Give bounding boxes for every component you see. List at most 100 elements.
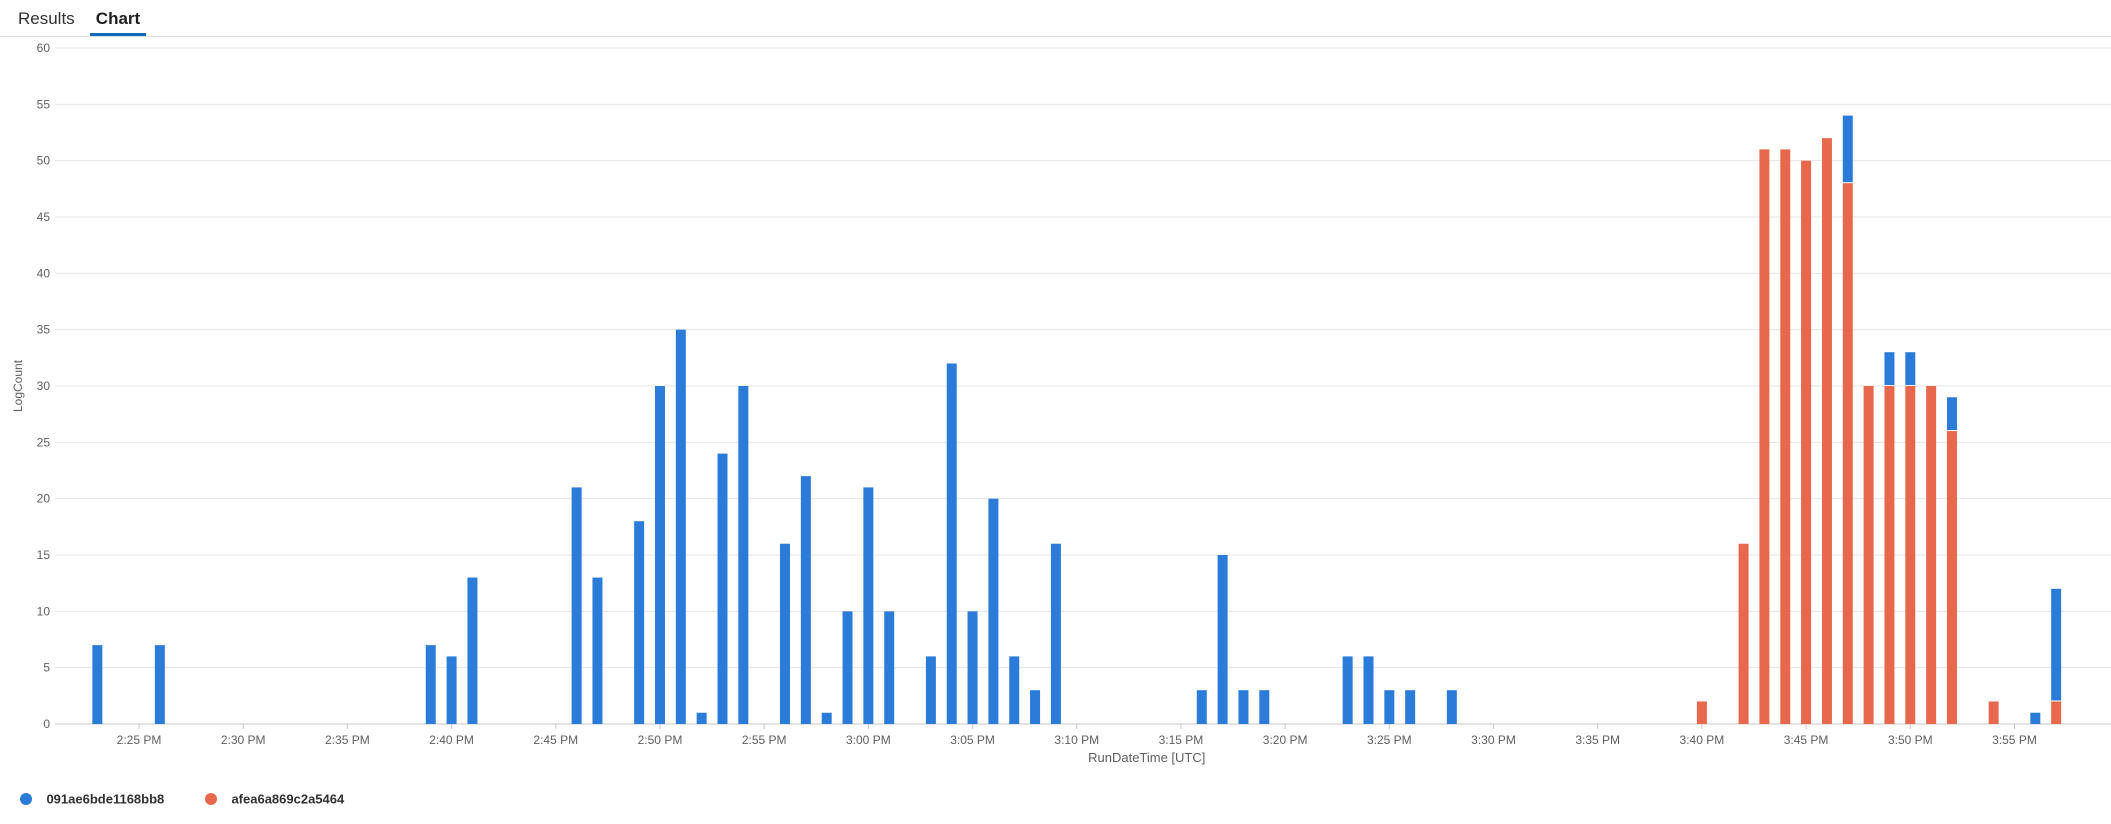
bar-series-1[interactable]: [821, 712, 832, 724]
bar-series-1[interactable]: [592, 577, 603, 724]
bar-series-1[interactable]: [1446, 690, 1457, 724]
bar-series-1[interactable]: [780, 543, 791, 724]
y-tick-label: 45: [37, 210, 51, 224]
x-axis-ticks: 2:25 PM 2:30 PM 2:35 PM 2:40 PM 2:45 PM 2:50 …: [117, 724, 2037, 747]
bar-series-2[interactable]: [1821, 138, 1832, 725]
bar-series-1[interactable]: [2030, 712, 2041, 724]
bar-series-1[interactable]: [92, 645, 103, 724]
bar-series-1[interactable]: [1905, 352, 1916, 385]
x-tick-label: 2:55 PM: [742, 733, 787, 747]
x-axis-title: RunDateTime [UTC]: [1088, 750, 1205, 765]
bar-series-1[interactable]: [696, 712, 707, 724]
x-tick-label: 3:35 PM: [1575, 733, 1620, 747]
y-tick-label: 60: [37, 41, 51, 55]
bar-series-2[interactable]: [1738, 543, 1749, 724]
x-tick-label: 3:05 PM: [950, 733, 995, 747]
bar-series-1[interactable]: [1363, 656, 1374, 724]
bar-series-1[interactable]: [884, 611, 895, 724]
bar-series-1[interactable]: [154, 645, 165, 724]
bar-series-1[interactable]: [634, 521, 645, 724]
bar-series-2[interactable]: [1988, 701, 1999, 724]
y-axis-ticks: 0 5 10 15 20 25 30 35 40 45 50 55 60: [37, 41, 51, 731]
y-tick-label: 10: [37, 604, 51, 618]
bar-series-1[interactable]: [654, 386, 665, 724]
bar-series-1[interactable]: [425, 645, 436, 724]
y-tick-label: 15: [37, 548, 51, 562]
bar-series-1[interactable]: [1342, 656, 1353, 724]
bar-series-2[interactable]: [1780, 149, 1791, 724]
bar-series-2[interactable]: [1884, 386, 1895, 724]
y-tick-label: 50: [37, 154, 51, 168]
bar-series-1[interactable]: [988, 498, 999, 724]
bar-series-2[interactable]: [1759, 149, 1770, 724]
bar-series-1[interactable]: [842, 611, 853, 724]
bar-series-1[interactable]: [571, 487, 582, 724]
bar-series-1[interactable]: [675, 329, 686, 724]
bar-series-1[interactable]: [446, 656, 457, 724]
x-tick-label: 2:35 PM: [325, 733, 370, 747]
legend-marker-series-1: [20, 792, 32, 805]
y-axis-title: LogCount: [11, 359, 25, 412]
bar-series-2[interactable]: [1801, 160, 1812, 725]
bar-series-1[interactable]: [1009, 656, 1020, 724]
x-tick-label: 3:00 PM: [846, 733, 891, 747]
bar-series-1[interactable]: [1259, 690, 1270, 724]
bar-series-1[interactable]: [863, 487, 874, 724]
bar-series-1[interactable]: [1884, 352, 1895, 385]
bar-series-1[interactable]: [717, 453, 728, 724]
y-tick-label: 5: [43, 661, 50, 675]
bar-series-1[interactable]: [1196, 690, 1207, 724]
legend-item-series-1[interactable]: 091ae6bde1168bb8: [20, 790, 164, 808]
bar-series-2[interactable]: [1842, 183, 1853, 724]
legend-label-series-1: 091ae6bde1168bb8: [46, 791, 165, 807]
active-tab-indicator: [90, 33, 146, 36]
y-tick-label: 40: [37, 266, 51, 280]
legend-label-series-2: afea6a869c2a5464: [231, 791, 345, 807]
bar-series-1[interactable]: [967, 611, 978, 724]
y-tick-label: 25: [37, 435, 51, 449]
bar-series-2[interactable]: [1863, 386, 1874, 724]
x-tick-label: 2:50 PM: [638, 733, 683, 747]
bar-series-1[interactable]: [800, 476, 811, 724]
bar-series-2[interactable]: [1946, 431, 1957, 724]
bar-series-1[interactable]: [946, 363, 957, 724]
x-tick-label: 3:10 PM: [1054, 733, 1099, 747]
bars: [92, 115, 2062, 725]
bar-series-2[interactable]: [2051, 701, 2062, 724]
x-tick-label: 3:50 PM: [1888, 733, 1933, 747]
bar-series-1[interactable]: [1217, 555, 1228, 724]
tab-results-label: Results: [18, 9, 75, 28]
legend-item-series-2[interactable]: afea6a869c2a5464: [205, 790, 344, 808]
y-tick-label: 20: [37, 492, 51, 506]
x-tick-label: 3:15 PM: [1159, 733, 1204, 747]
bar-series-1[interactable]: [1946, 397, 1957, 431]
tab-results[interactable]: Results: [18, 8, 75, 36]
x-tick-label: 2:40 PM: [429, 733, 474, 747]
bar-series-1[interactable]: [1050, 543, 1061, 724]
bar-series-1[interactable]: [1030, 690, 1041, 724]
x-tick-label: 3:20 PM: [1263, 733, 1308, 747]
bar-series-1[interactable]: [467, 577, 478, 724]
bar-series-2[interactable]: [1905, 386, 1916, 724]
x-tick-label: 3:25 PM: [1367, 733, 1412, 747]
bar-series-1[interactable]: [1384, 690, 1395, 724]
bar-series-1[interactable]: [1842, 115, 1853, 183]
x-tick-label: 3:40 PM: [1680, 733, 1725, 747]
x-tick-label: 2:25 PM: [117, 733, 162, 747]
bar-series-1[interactable]: [2051, 588, 2062, 701]
x-tick-label: 2:45 PM: [533, 733, 578, 747]
y-tick-label: 0: [43, 717, 50, 731]
tab-chart-label: Chart: [95, 9, 141, 28]
y-tick-label: 30: [37, 379, 51, 393]
bar-series-1[interactable]: [1238, 690, 1249, 724]
x-tick-label: 3:55 PM: [1992, 733, 2037, 747]
bar-series-1[interactable]: [738, 386, 749, 724]
x-tick-label: 2:30 PM: [221, 733, 266, 747]
bar-series-2[interactable]: [1696, 701, 1707, 724]
y-tick-label: 35: [37, 323, 51, 337]
bar-series-1[interactable]: [1405, 690, 1416, 724]
bar-series-2[interactable]: [1926, 386, 1937, 724]
bar-series-1[interactable]: [925, 656, 936, 724]
tab-chart[interactable]: Chart: [90, 8, 146, 36]
